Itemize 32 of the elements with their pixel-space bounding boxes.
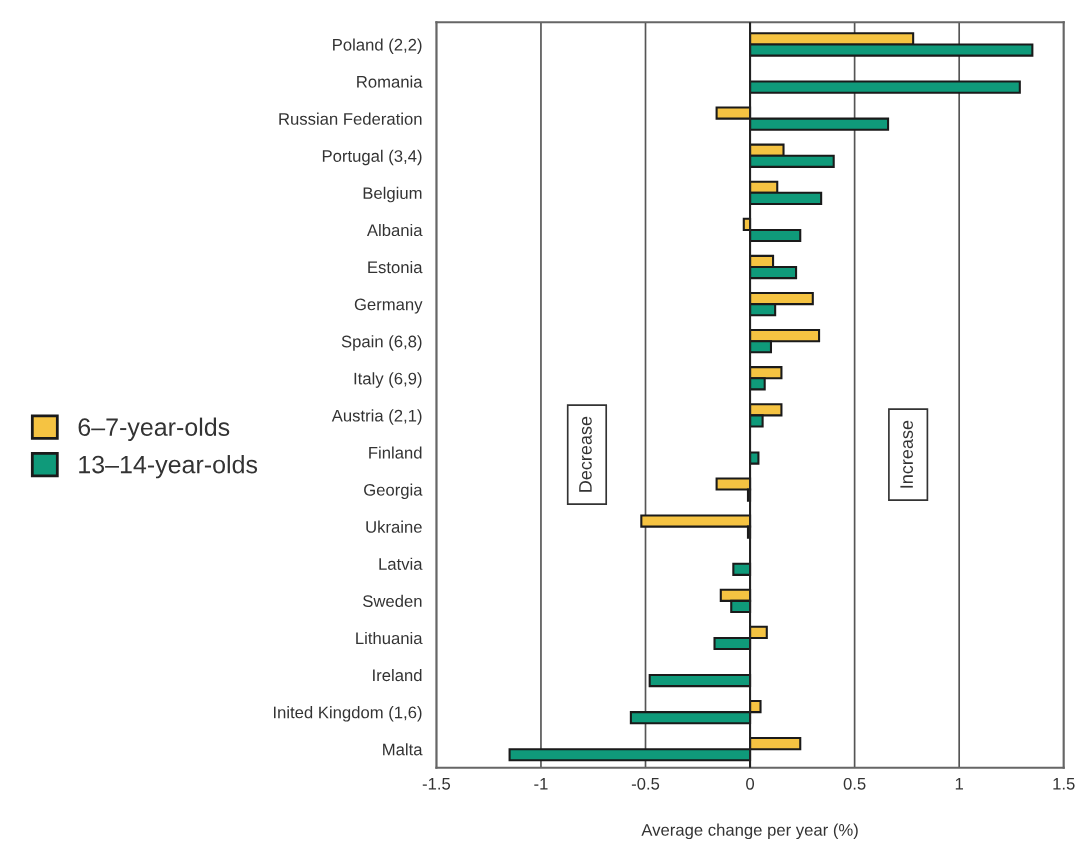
y-tick-label: Russian Federation <box>279 112 422 125</box>
y-tick-label: Sweden <box>363 594 422 608</box>
y-tick-label: Finland <box>369 446 422 459</box>
y-tick-label: Belgium <box>363 186 422 203</box>
x-tick-label: 1.5 <box>1053 778 1075 790</box>
y-tick-label: Spain (6,8) <box>341 335 422 351</box>
x-tick-label: 1 <box>955 778 963 790</box>
x-tick-label: -1.5 <box>422 778 451 790</box>
y-tick-label: Romania <box>357 75 423 88</box>
y-tick-label: Inited Kingdom (1,6) <box>273 706 422 722</box>
annotation: Decrease <box>579 416 592 492</box>
x-tick-label: -1 <box>534 778 548 790</box>
legend-label: 6–7-year-olds <box>78 417 230 441</box>
y-tick-label: Portugal (3,4) <box>322 149 422 166</box>
x-tick-label: 0.5 <box>843 777 866 790</box>
y-tick-label: Estonia <box>368 260 423 274</box>
x-axis-title: Average change per year (%) <box>641 823 858 840</box>
y-tick-label: Italy (6,9) <box>354 372 422 388</box>
y-tick-label: Lithuania <box>356 631 423 645</box>
legend-label: 13–14-year-olds <box>79 455 258 479</box>
y-tick-label: Georgia <box>364 483 423 500</box>
x-tick-label: -0.5 <box>631 777 660 790</box>
y-tick-label: Austria (2,1) <box>331 409 422 425</box>
annotation: Increase <box>900 420 913 488</box>
x-tick-label: 0 <box>746 777 755 790</box>
y-tick-label: Germany <box>354 298 423 314</box>
y-tick-label: Poland (2,2) <box>333 38 422 54</box>
y-tick-label: Malta <box>383 743 423 756</box>
y-tick-label: Ireland <box>373 668 422 682</box>
y-tick-label: Ukraine <box>366 520 422 533</box>
y-tick-label: Albania <box>366 223 423 237</box>
y-tick-label: Latvia <box>379 557 423 570</box>
